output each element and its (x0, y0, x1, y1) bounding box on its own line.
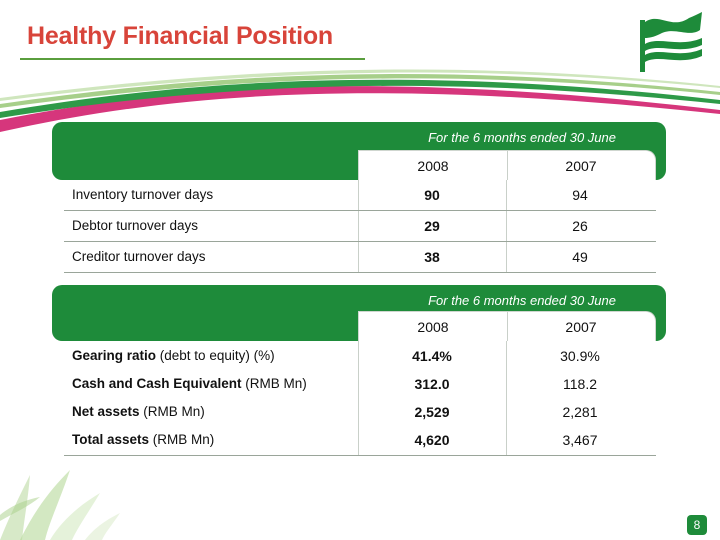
table-row: Inventory turnover days 90 94 (64, 180, 656, 211)
page-title: Healthy Financial Position (27, 22, 333, 50)
column-divider (358, 369, 359, 399)
table1-year-2007: 2007 (565, 158, 597, 174)
column-divider (358, 341, 359, 371)
value-2007: 118.2 (563, 376, 597, 392)
row-label: Creditor turnover days (72, 249, 206, 264)
header-swoosh (0, 69, 720, 132)
table-row: Gearing ratio (debt to equity) (%) 41.4%… (64, 341, 656, 372)
column-divider (506, 211, 507, 241)
table-row: Debtor turnover days 29 26 (64, 211, 656, 242)
row-label-bold: Total assets (72, 432, 150, 447)
column-divider (358, 211, 359, 241)
column-divider (506, 341, 507, 371)
column-divider (506, 242, 507, 272)
column-divider (506, 425, 507, 455)
value-2008: 2,529 (414, 404, 450, 420)
table-row: Net assets (RMB Mn) 2,529 2,281 (64, 397, 656, 428)
row-label-unit: (debt to equity) (%) (156, 348, 275, 363)
row-label: Debtor turnover days (72, 218, 199, 233)
value-2008: 90 (424, 187, 440, 203)
value-2007: 94 (572, 187, 588, 203)
column-divider (358, 180, 359, 210)
page-number-badge: 8 (687, 515, 707, 535)
value-2008: 41.4% (412, 348, 452, 364)
table1-year-2008: 2008 (417, 158, 449, 174)
column-divider (358, 425, 359, 455)
title-underline (20, 58, 365, 60)
flag-waves-logo-icon (640, 12, 702, 72)
row-label: Cash and Cash Equivalent (RMB Mn) (72, 376, 307, 391)
row-label-bold: Net assets (72, 404, 140, 419)
column-divider (358, 242, 359, 272)
table2-period-label: For the 6 months ended 30 June (428, 293, 616, 308)
row-label-bold: Gearing ratio (72, 348, 157, 363)
column-divider (506, 369, 507, 399)
value-2007: 3,467 (562, 432, 598, 448)
value-2007: 30.9% (560, 348, 600, 364)
column-divider (358, 397, 359, 427)
table2-frame-edge (64, 311, 67, 341)
value-2008: 4,620 (414, 432, 450, 448)
column-divider (507, 312, 508, 342)
value-2008: 312.0 (414, 376, 450, 392)
row-label: Inventory turnover days (72, 187, 214, 202)
column-divider (507, 151, 508, 181)
table1-period-label: For the 6 months ended 30 June (428, 130, 616, 145)
value-2008: 29 (424, 218, 440, 234)
column-divider (506, 180, 507, 210)
row-label: Gearing ratio (debt to equity) (%) (72, 348, 275, 363)
table-row: Creditor turnover days 38 49 (64, 242, 656, 273)
table1-year-header: 2008 2007 (358, 150, 656, 181)
table-row: Total assets (RMB Mn) 4,620 3,467 (64, 425, 656, 456)
row-label-unit: (RMB Mn) (139, 404, 205, 419)
value-2007: 2,281 (562, 404, 598, 420)
row-label-unit: (RMB Mn) (241, 376, 307, 391)
value-2007: 26 (572, 218, 588, 234)
row-label: Net assets (RMB Mn) (72, 404, 205, 419)
row-label: Total assets (RMB Mn) (72, 432, 214, 447)
column-divider (506, 397, 507, 427)
table2-year-header: 2008 2007 (358, 311, 656, 342)
value-2007: 49 (572, 249, 588, 265)
value-2008: 38 (424, 249, 440, 265)
table2-year-2007: 2007 (565, 319, 597, 335)
table-row: Cash and Cash Equivalent (RMB Mn) 312.0 … (64, 369, 656, 400)
table2-year-2008: 2008 (417, 319, 449, 335)
table1-frame-edge (64, 150, 67, 180)
grass-decoration-icon (0, 470, 120, 540)
row-label-unit: (RMB Mn) (149, 432, 215, 447)
row-label-bold: Cash and Cash Equivalent (72, 376, 242, 391)
